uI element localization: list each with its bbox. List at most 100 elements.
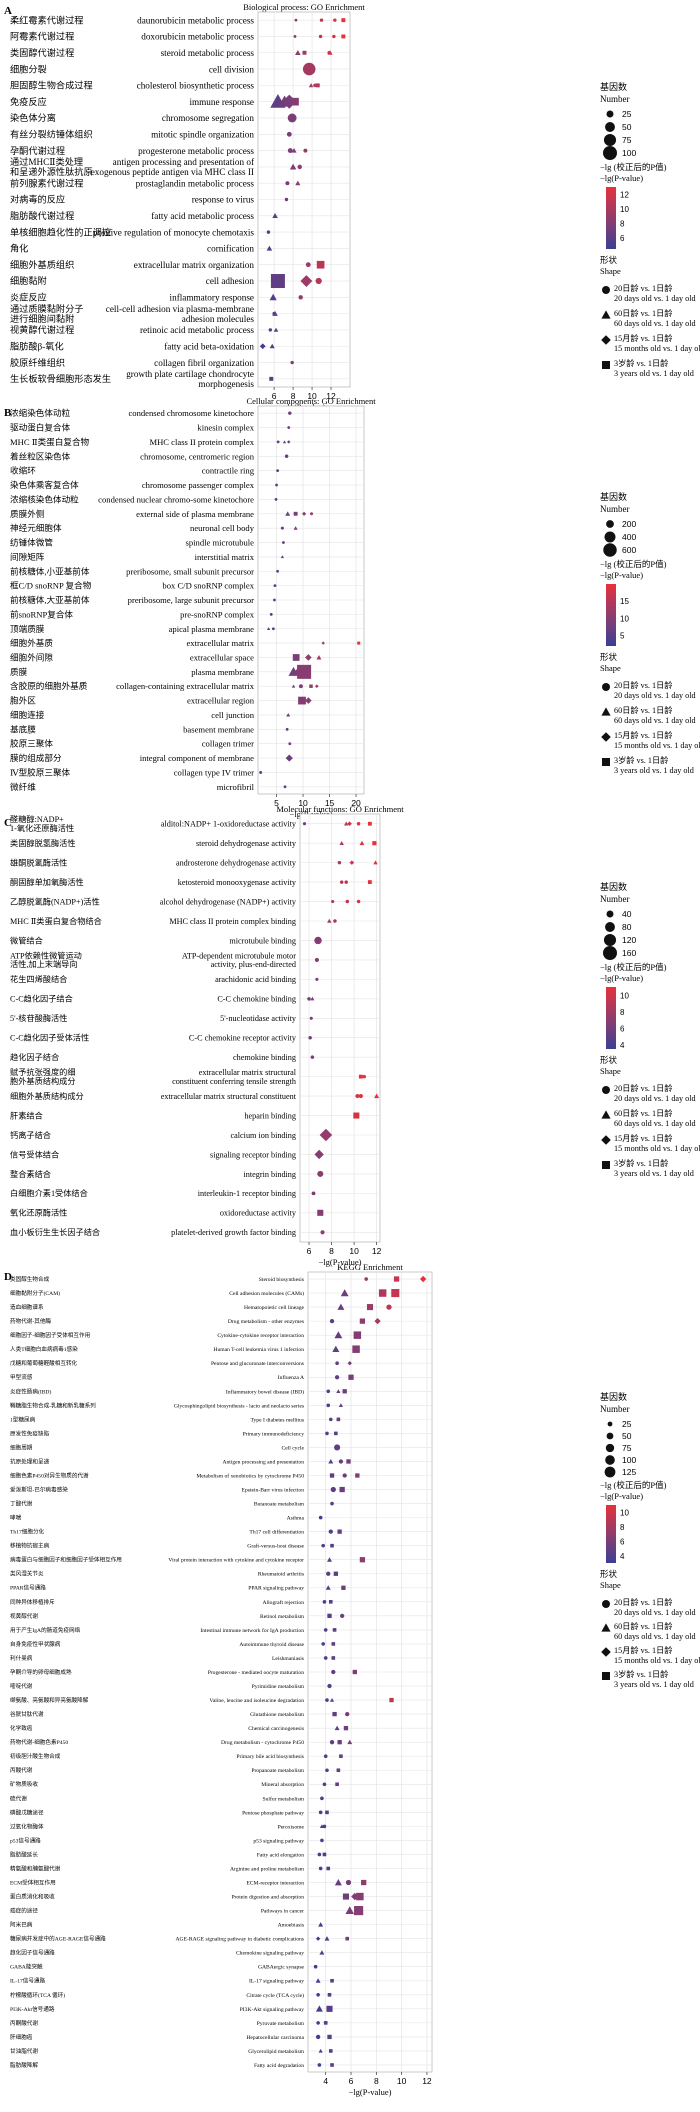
data-point bbox=[273, 598, 276, 602]
legend-shape-cn: 60日龄 vs. 1日龄 bbox=[614, 705, 672, 715]
data-point bbox=[333, 1571, 338, 1576]
term-label-en: androsterone dehydrogenase activity bbox=[176, 859, 297, 868]
data-point bbox=[293, 526, 298, 530]
legend-genes-en: Number bbox=[600, 94, 630, 104]
term-label-cn: 血小板衍生生长因子结合 bbox=[10, 1227, 100, 1237]
data-point bbox=[364, 1277, 369, 1281]
legend-size-mark bbox=[605, 122, 615, 132]
term-label-cn: 孕酮代谢过程 bbox=[10, 145, 65, 156]
data-point bbox=[305, 262, 311, 268]
term-label-en: Epstein-Barr virus infection bbox=[242, 1487, 305, 1494]
data-point bbox=[286, 131, 292, 137]
data-point bbox=[315, 2005, 323, 2012]
data-point bbox=[266, 245, 273, 251]
data-point bbox=[329, 1697, 335, 1702]
term-label-cn: 染色体分离 bbox=[10, 112, 56, 123]
data-point bbox=[317, 1852, 322, 1857]
legend-colorbar-label: 4 bbox=[620, 1552, 625, 1561]
term-label-en: positive regulation of monocyte chemotax… bbox=[93, 227, 255, 237]
legend-size-mark bbox=[605, 922, 615, 932]
term-label-en: Intestinal immune network for IgA produc… bbox=[200, 1627, 304, 1634]
data-point bbox=[342, 1473, 347, 1478]
data-point bbox=[269, 293, 277, 301]
term-label-cn: 通过质膜黏附分子 bbox=[10, 303, 84, 314]
term-label-cn: 脂肪酸降解 bbox=[10, 2061, 38, 2069]
data-point bbox=[332, 1345, 340, 1352]
data-point bbox=[316, 655, 322, 660]
term-label-cn: 炎症反应 bbox=[10, 292, 47, 303]
data-point bbox=[319, 1950, 325, 1955]
data-point bbox=[292, 654, 300, 661]
data-point bbox=[345, 1906, 355, 1915]
data-point bbox=[347, 821, 352, 827]
data-point bbox=[315, 1936, 321, 1941]
term-label-en: Mineral absorption bbox=[261, 1782, 304, 1788]
term-label-cn: 进行细胞间黏附 bbox=[10, 313, 74, 324]
term-label-en: chromosome passenger complex bbox=[142, 480, 255, 490]
data-point bbox=[269, 343, 275, 349]
legend-shape-cn: 20日龄 vs. 1日龄 bbox=[614, 1597, 672, 1607]
chart-title: Molecular functions: GO Enrichment bbox=[276, 804, 404, 814]
term-label-cn: MHC Ⅱ类蛋白复合物 bbox=[10, 436, 90, 447]
data-point bbox=[358, 1074, 363, 1079]
data-point bbox=[320, 1838, 324, 1843]
term-label-en: Leishmaniasis bbox=[272, 1656, 304, 1662]
term-label-cn: C-C趋化因子受体活性 bbox=[10, 1033, 89, 1043]
term-label-cn: 微管结合 bbox=[10, 935, 43, 945]
data-point bbox=[339, 1486, 345, 1493]
legend-shape-cn: 15月龄 vs. 1日龄 bbox=[614, 1133, 672, 1143]
term-label-en: alcohol dehydrogenase (NADP+) activity bbox=[160, 897, 297, 906]
data-point bbox=[309, 684, 313, 688]
term-label-cn: 嘧啶代谢 bbox=[10, 1682, 33, 1690]
term-label-cn: 阿霉素代谢过程 bbox=[10, 31, 74, 42]
term-label-cn: 类固醇代谢过程 bbox=[10, 47, 74, 58]
legend-shape-en: 15 months old vs. 1 day old bbox=[614, 344, 700, 353]
data-point bbox=[286, 712, 291, 717]
legend-shape-en: 3 years old vs. 1 day old bbox=[614, 369, 694, 378]
data-point bbox=[340, 1613, 345, 1619]
term-label-cn: 脂肪酸代谢过程 bbox=[10, 210, 74, 221]
term-label-en: cell-cell adhesion via plasma-membrane bbox=[106, 304, 254, 314]
legend-color-title-en: −lg(P-value) bbox=[600, 973, 643, 983]
data-point bbox=[326, 1571, 331, 1576]
data-point bbox=[317, 2063, 322, 2067]
data-point bbox=[274, 498, 278, 501]
data-point bbox=[320, 1796, 324, 1801]
term-label-en: Glycosphingolipid biosynthesis - lacto a… bbox=[174, 1403, 304, 1409]
data-point bbox=[332, 34, 336, 39]
term-label-en: Steroid biosynthesis bbox=[259, 1277, 304, 1283]
data-point bbox=[314, 1149, 324, 1160]
legend-size-label: 400 bbox=[622, 532, 636, 542]
term-label-cn: 细胞外间隙 bbox=[10, 651, 53, 662]
term-label-en: cholesterol biosynthetic process bbox=[137, 81, 255, 91]
term-label-en: ATP-dependent microtubule motor bbox=[182, 951, 296, 960]
term-label-en: Antigen processing and presentation bbox=[222, 1459, 304, 1465]
term-label-cn: 硫代谢 bbox=[10, 1794, 27, 1802]
term-label-cn: 磷酸戊糖途径 bbox=[10, 1808, 44, 1816]
term-label-en: pre-snoRNP complex bbox=[180, 609, 255, 619]
term-label-cn: 矿物质吸收 bbox=[10, 1780, 38, 1788]
term-label-cn: 抗原处理和呈递 bbox=[10, 1457, 50, 1465]
term-label-cn: 微纤维 bbox=[10, 781, 36, 792]
legend-size-label: 100 bbox=[622, 148, 636, 158]
term-label-cn: 通过MHCⅡ类处理 bbox=[10, 156, 83, 167]
term-label-en: collagen trimer bbox=[202, 739, 254, 749]
legend-size-label: 25 bbox=[622, 109, 632, 119]
term-label-en: apical plasma membrane bbox=[169, 624, 255, 634]
data-point bbox=[302, 62, 316, 76]
data-point bbox=[346, 1459, 351, 1464]
legend-genes-cn: 基因数 bbox=[600, 491, 627, 502]
term-label-cn: 框C/D snoRNP 复合物 bbox=[10, 580, 92, 591]
term-label-cn: IL-17信号通路 bbox=[10, 1977, 46, 1985]
term-label-cn: 柔红霉素代谢过程 bbox=[10, 14, 84, 25]
data-point bbox=[270, 274, 285, 289]
term-label-cn: GABA能突触 bbox=[10, 1963, 43, 1971]
legend-colorbar bbox=[606, 584, 616, 646]
data-point bbox=[341, 34, 346, 39]
data-point bbox=[268, 328, 273, 332]
data-point bbox=[314, 957, 319, 962]
term-label-cn: 前snoRNP复合体 bbox=[10, 608, 73, 619]
data-point bbox=[316, 2021, 320, 2025]
term-label-en: basement membrane bbox=[183, 724, 254, 734]
term-label-en: Progesterone - mediated oocyte maturatio… bbox=[208, 1670, 305, 1676]
